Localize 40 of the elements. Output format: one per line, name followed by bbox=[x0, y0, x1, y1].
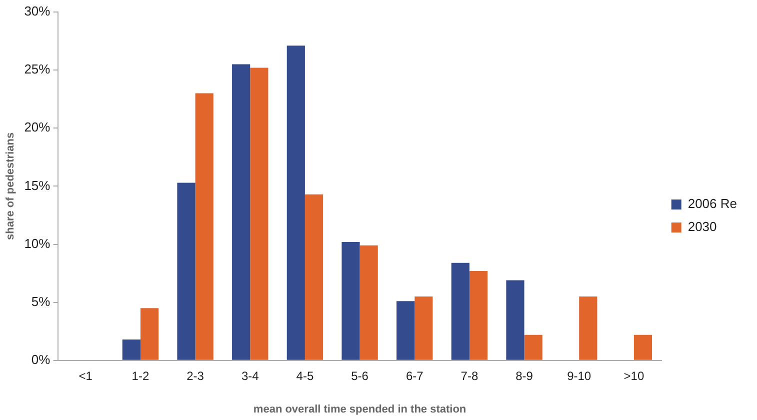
bar bbox=[250, 68, 268, 360]
x-tick-label: 7-8 bbox=[460, 368, 478, 383]
bar bbox=[140, 308, 159, 360]
x-tick-label: >10 bbox=[624, 368, 644, 383]
legend-label: 2006 Re bbox=[688, 196, 738, 212]
bar bbox=[469, 270, 488, 360]
bar bbox=[360, 245, 378, 360]
bar bbox=[579, 296, 598, 360]
bar bbox=[177, 182, 196, 360]
y-tick-label: 25% bbox=[24, 62, 51, 77]
y-tick-label: 0% bbox=[31, 352, 51, 367]
bar bbox=[195, 93, 214, 360]
x-tick-label: 6-7 bbox=[406, 368, 424, 383]
y-axis-title: share of pedestrians bbox=[4, 132, 17, 240]
bar bbox=[122, 339, 140, 360]
x-tick-label: 2-3 bbox=[186, 368, 204, 383]
x-tick-label: 3-4 bbox=[241, 368, 260, 383]
x-tick-label: 5-6 bbox=[351, 368, 369, 383]
bar bbox=[524, 334, 542, 360]
y-tick-label: 15% bbox=[24, 178, 51, 193]
bar bbox=[414, 296, 433, 360]
x-tick-label: 1-2 bbox=[132, 368, 150, 383]
x-tick-label: 8-9 bbox=[516, 368, 534, 383]
y-tick-label: 20% bbox=[24, 120, 51, 135]
x-tick-label: <1 bbox=[78, 368, 93, 383]
bar bbox=[506, 280, 524, 360]
bar bbox=[634, 334, 652, 360]
x-tick-label: 4-5 bbox=[296, 368, 314, 383]
bar bbox=[342, 242, 360, 360]
legend-label: 2030 bbox=[688, 219, 717, 234]
bar bbox=[304, 194, 324, 360]
x-axis-title: mean overall time spended in the station bbox=[253, 403, 466, 416]
bar bbox=[286, 46, 305, 360]
bar bbox=[396, 301, 415, 360]
bar bbox=[451, 262, 470, 360]
bar bbox=[232, 64, 250, 360]
y-tick-label: 5% bbox=[31, 294, 51, 309]
y-tick-label: 30% bbox=[24, 4, 51, 19]
x-tick-label: 9-10 bbox=[567, 368, 592, 383]
y-tick-label: 10% bbox=[24, 236, 51, 251]
